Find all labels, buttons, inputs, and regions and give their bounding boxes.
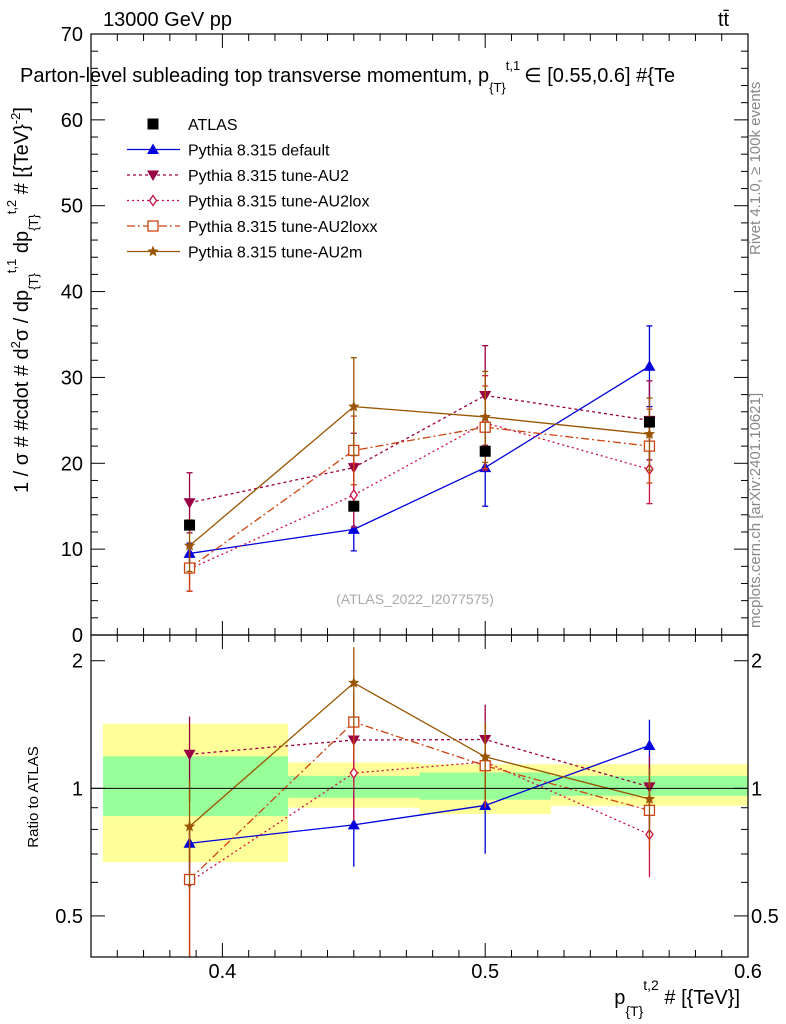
ratio-series-line	[189, 744, 650, 844]
series-line	[189, 426, 650, 569]
y-tick-label: 40	[61, 282, 83, 304]
legend-label: Pythia 8.315 default	[188, 143, 330, 160]
series-point	[348, 400, 360, 412]
ratio-y-tick-label-right: 1	[751, 778, 762, 800]
ratio-y-tick-label: 1	[72, 778, 83, 800]
ratio-y-tick-label: 0.5	[55, 906, 83, 928]
x-tick-label: 0.6	[734, 961, 762, 983]
legend: ATLAS Pythia 8.315 default Pythia 8.315 tu…	[127, 117, 377, 262]
y-tick-label: 20	[61, 453, 83, 475]
data-point	[479, 445, 491, 457]
series-point	[643, 428, 656, 439]
rivet-label: Rivet 4.1.0, ≥ 100k events	[747, 82, 764, 255]
ratio-point	[183, 749, 196, 761]
legend-marker	[147, 118, 159, 130]
series-point	[479, 410, 491, 422]
ratio-point	[643, 793, 656, 804]
legend-label: Pythia 8.315 tune-AU2	[188, 168, 349, 185]
legend-label: Pythia 8.315 tune-AU2m	[188, 245, 362, 262]
ratio-y-tick-label-right: 0.5	[751, 906, 779, 928]
ratio-y-label: Ratio to ATLAS	[25, 746, 42, 847]
ratio-band-inner	[103, 756, 289, 817]
legend-marker	[147, 170, 159, 181]
series-point	[349, 488, 359, 502]
ratio-series-layer	[183, 647, 656, 957]
axes-layer: 0 10 20 30 40 50 60 70 0.4 0.5 0.6 0.5 0.5 1 1 2 2	[55, 24, 779, 983]
ratio-y-tick-label-right: 2	[751, 651, 762, 673]
ratio-plot-frame	[90, 634, 749, 958]
y-tick-label: 50	[61, 196, 83, 218]
x-label-unit: # [{TeV}]	[659, 987, 740, 1009]
ratio-y-tick-label: 2	[72, 651, 83, 673]
ratio-point	[347, 818, 360, 830]
ratio-point	[643, 739, 656, 750]
ratio-point	[479, 750, 491, 762]
plot-title-sub: {T}	[489, 80, 506, 95]
legend-marker	[147, 143, 159, 154]
series-line	[189, 422, 650, 570]
series-point	[347, 523, 360, 534]
ratio-point	[183, 820, 196, 832]
plot-title-sup: t,1	[506, 58, 520, 73]
x-tick-label: 0.4	[208, 961, 236, 983]
plot-title-tail: ∈ [0.55,0.6] #{Te	[524, 65, 675, 87]
plot-title-main: Parton-level subleading top transverse m…	[20, 65, 489, 87]
y-tick-label: 10	[61, 539, 83, 561]
x-label-p: p	[614, 987, 625, 1009]
series-line	[189, 394, 650, 504]
main-series-layer	[183, 325, 656, 592]
legend-marker	[147, 220, 159, 232]
y-axis-label: 1 / σ # #cdot # d2σ / dp{T}t,1 dp{T}t,2 …	[4, 107, 41, 493]
x-label-sub: {T}	[625, 1003, 643, 1019]
legend-label: ATLAS	[188, 117, 238, 134]
ratio-series-line	[189, 738, 650, 788]
data-point	[643, 416, 655, 428]
ratio-series-line	[189, 682, 650, 828]
data-point	[184, 519, 196, 531]
series-point	[643, 360, 656, 371]
y-tick-label: 60	[61, 110, 83, 132]
energy-label: 13000 GeV pp	[103, 9, 232, 31]
x-axis-label: p{T}t,2 # [{TeV}]	[614, 977, 740, 1019]
legend-marker	[147, 245, 159, 257]
data-point	[348, 500, 360, 512]
ratio-point	[349, 766, 359, 780]
series-line	[189, 365, 650, 555]
y-tick-label: 0	[72, 625, 83, 647]
series-line	[189, 405, 650, 547]
y-tick-label: 30	[61, 367, 83, 389]
x-label-sup: t,2	[643, 977, 659, 993]
legend-marker	[148, 194, 158, 207]
ratio-point	[348, 676, 360, 688]
process-label: tt̄	[718, 9, 730, 31]
legend-label: Pythia 8.315 tune-AU2loxx	[188, 219, 377, 236]
plot-title: Parton-level subleading top transverse m…	[20, 58, 675, 95]
mcplots-label: mcplots.cern.ch [arXiv:2401.10621]	[747, 393, 764, 628]
y-tick-label: 70	[61, 24, 83, 46]
legend-label: Pythia 8.315 tune-AU2lox	[188, 194, 369, 211]
x-tick-label: 0.5	[471, 961, 499, 983]
analysis-label: (ATLAS_2022_I2077575)	[336, 591, 494, 607]
series-point	[183, 539, 196, 551]
series-point	[183, 498, 196, 509]
